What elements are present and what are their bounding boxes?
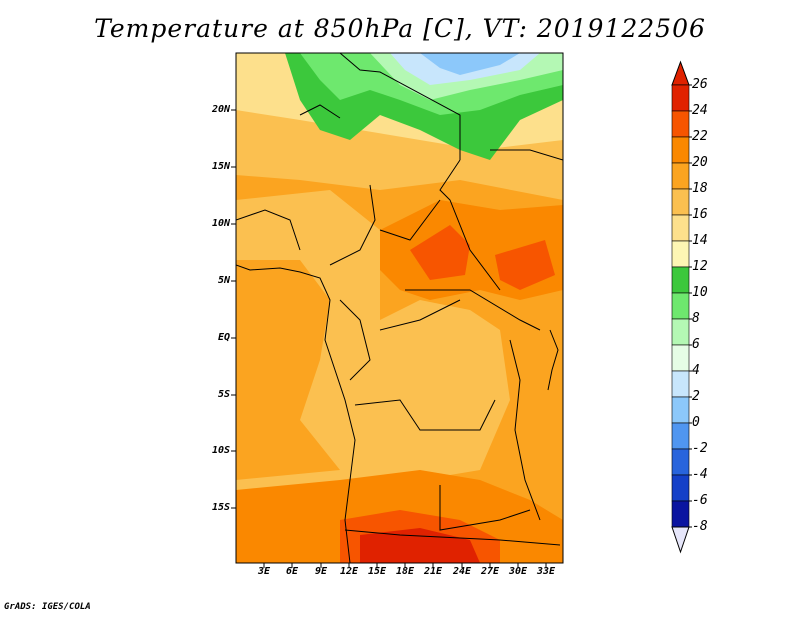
lon-tick-label: 24E	[452, 566, 472, 577]
colorbar-box	[671, 318, 690, 346]
colorbar-label: 26	[692, 77, 708, 92]
lon-tick-label: 9E	[314, 566, 328, 577]
colorbar-label: 10	[692, 285, 708, 300]
colorbar-box	[671, 240, 690, 268]
colorbar-label: -8	[692, 519, 708, 534]
colorbar-label: 24	[692, 103, 708, 118]
field-band-24-26	[360, 528, 480, 563]
colorbar-box	[671, 292, 690, 320]
colorbar-label: 8	[692, 311, 700, 326]
lon-tick-label: 33E	[536, 566, 556, 577]
colorbar-lower-arrow	[671, 526, 690, 554]
colorbar-box	[671, 162, 690, 190]
lat-tick-label: 20N	[211, 104, 230, 115]
field-band-18-20-coast	[236, 260, 340, 480]
map-frame	[235, 52, 564, 564]
colorbar	[671, 60, 692, 554]
lat-tick-label: 15N	[211, 161, 230, 172]
colorbar-box	[671, 214, 690, 242]
field-band-22-24-east	[495, 240, 555, 290]
colorbar-box	[671, 136, 690, 164]
colorbar-box	[671, 422, 690, 450]
colorbar-label: 20	[692, 155, 708, 170]
grads-credit: GrADS: IGES/COLA	[4, 602, 91, 612]
lon-tick-label: 27E	[480, 566, 500, 577]
colorbar-label: 4	[692, 363, 700, 378]
colorbar-label: -4	[692, 467, 708, 482]
lon-tick-label: 3E	[257, 566, 271, 577]
colorbar-label: 2	[692, 389, 700, 404]
colorbar-box	[671, 266, 690, 294]
colorbar-label: 16	[692, 207, 708, 222]
colorbar-box	[671, 396, 690, 424]
colorbar-box	[671, 448, 690, 476]
field-band-4-6	[420, 53, 520, 75]
colorbar-label: -2	[692, 441, 708, 456]
colorbar-box	[671, 344, 690, 372]
field-band-22-24-central	[410, 225, 470, 280]
lat-tick-label: 5N	[217, 275, 230, 286]
colorbar-label: -6	[692, 493, 708, 508]
temperature-field	[236, 53, 563, 563]
colorbar-label: 6	[692, 337, 700, 352]
lat-tick-label: 10N	[211, 218, 230, 229]
map-title: Temperature at 850hPa [C], VT: 201912250…	[94, 14, 706, 43]
colorbar-box	[671, 84, 690, 112]
lon-tick-label: 6E	[285, 566, 299, 577]
lat-tick-label: EQ	[217, 332, 230, 343]
colorbar-upper-arrow	[671, 60, 690, 86]
colorbar-box	[671, 474, 690, 502]
colorbar-box	[671, 188, 690, 216]
lon-tick-label: 30E	[508, 566, 528, 577]
lat-ticks	[231, 109, 236, 509]
lon-tick-label: 12E	[339, 566, 359, 577]
colorbar-label: 18	[692, 181, 708, 196]
colorbar-label: 14	[692, 233, 708, 248]
lon-ticks	[263, 563, 547, 568]
colorbar-label: 22	[692, 129, 708, 144]
lon-tick-label: 15E	[367, 566, 387, 577]
colorbar-label: 0	[692, 415, 700, 430]
lon-tick-label: 18E	[395, 566, 415, 577]
colorbar-label: 12	[692, 259, 708, 274]
lat-tick-label: 5S	[217, 389, 230, 400]
colorbar-box	[671, 370, 690, 398]
lon-tick-label: 21E	[423, 566, 443, 577]
coastlines-borders	[236, 53, 563, 563]
colorbar-box	[671, 110, 690, 138]
lat-tick-label: 15S	[211, 502, 230, 513]
lat-tick-label: 10S	[211, 445, 230, 456]
colorbar-box	[671, 500, 690, 528]
